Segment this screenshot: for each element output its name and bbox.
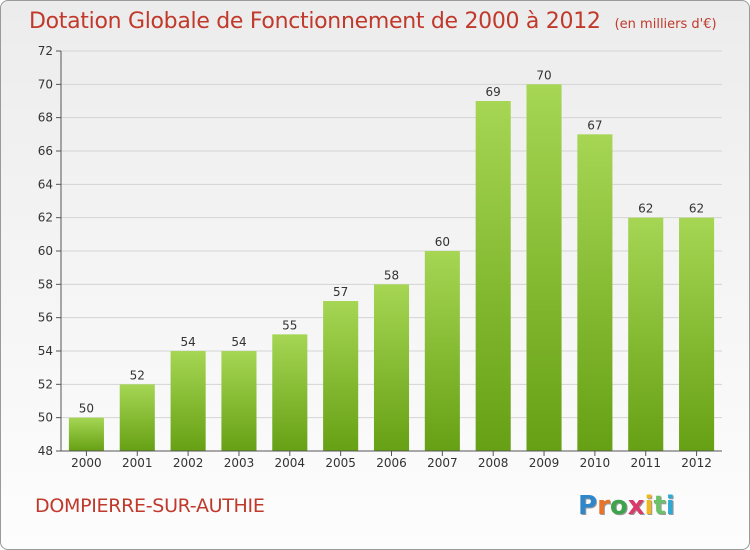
x-tick-label-2009: 2009 xyxy=(529,456,560,470)
x-tick-label-2000: 2000 xyxy=(71,456,102,470)
town-name: DOMPIERRE-SUR-AUTHIE xyxy=(35,495,265,517)
logo-letter: r xyxy=(597,491,610,521)
y-tick-label: 70 xyxy=(38,77,53,91)
y-tick-label: 58 xyxy=(38,277,53,291)
bar-2007 xyxy=(424,251,460,451)
bar-2010 xyxy=(577,134,613,452)
x-tick-label-2011: 2011 xyxy=(630,456,661,470)
chart-title-text: Dotation Globale de Fonctionnement de 20… xyxy=(29,9,601,34)
axes: 48 50 52 54 56 58 60 62 64 66 68 70 72 2000 2001 2002 20… xyxy=(38,44,722,470)
chart-title: Dotation Globale de Fonctionnement de 20… xyxy=(29,9,717,34)
data-label-2009: 70 xyxy=(536,68,551,82)
x-tick-label-2012: 2012 xyxy=(681,456,712,470)
y-tick-label: 50 xyxy=(38,411,53,425)
bar-2002 xyxy=(170,351,206,451)
data-label-2004: 55 xyxy=(282,318,297,332)
logo-letter: i xyxy=(644,491,654,521)
bar-2001 xyxy=(119,384,155,451)
bar-2009 xyxy=(526,84,562,451)
y-tick-label: 72 xyxy=(38,44,53,58)
data-label-2003: 54 xyxy=(231,335,246,349)
x-tick-label-2008: 2008 xyxy=(478,456,509,470)
y-tick-label: 48 xyxy=(38,444,53,458)
x-tick-label-2002: 2002 xyxy=(173,456,204,470)
x-tick-label-2010: 2010 xyxy=(580,456,611,470)
y-tick-label: 68 xyxy=(38,111,53,125)
y-tick-label: 52 xyxy=(38,377,53,391)
logo-letter: o xyxy=(609,491,628,521)
bar-2000 xyxy=(68,417,104,451)
data-label-2002: 54 xyxy=(180,335,195,349)
bar-2005 xyxy=(323,301,359,451)
logo-letter: t xyxy=(653,491,666,521)
chart-unit: (en milliers d'€) xyxy=(614,17,717,32)
y-tick-label: 56 xyxy=(38,311,53,325)
data-label-2000: 50 xyxy=(79,402,94,416)
bar-2012 xyxy=(679,217,715,451)
x-tick-label-2006: 2006 xyxy=(376,456,407,470)
proxiti-logo: Proxiti xyxy=(578,491,675,521)
data-label-2007: 60 xyxy=(435,235,450,249)
logo-letter: x xyxy=(627,491,645,521)
y-tick-label: 54 xyxy=(38,344,53,358)
x-tick-label-2005: 2005 xyxy=(325,456,356,470)
data-label-2008: 69 xyxy=(486,85,501,99)
bar-2004 xyxy=(272,334,308,451)
x-tick-label-2004: 2004 xyxy=(275,456,306,470)
x-tick-label-2001: 2001 xyxy=(122,456,153,470)
bar-2003 xyxy=(221,351,257,451)
x-tick-label-2003: 2003 xyxy=(224,456,255,470)
bar-2011 xyxy=(628,217,664,451)
y-tick-label: 66 xyxy=(38,144,53,158)
data-label-2012: 62 xyxy=(689,202,704,216)
y-tick-label: 62 xyxy=(38,211,53,225)
data-label-2010: 67 xyxy=(587,118,602,132)
x-tick-label-2007: 2007 xyxy=(427,456,458,470)
data-label-2011: 62 xyxy=(638,202,653,216)
data-label-2005: 57 xyxy=(333,285,348,299)
y-tick-label: 60 xyxy=(38,244,53,258)
bar-2006 xyxy=(373,284,410,451)
logo-letter: P xyxy=(578,491,598,521)
bar-2008 xyxy=(475,101,511,451)
logo-letter: i xyxy=(665,491,675,521)
y-tick-label: 64 xyxy=(38,177,53,191)
data-label-2001: 52 xyxy=(130,368,145,382)
bars: 50 52 54 54 55 57 58 60 69 70 67 62 62 xyxy=(68,68,715,452)
data-label-2006: 58 xyxy=(384,268,399,282)
